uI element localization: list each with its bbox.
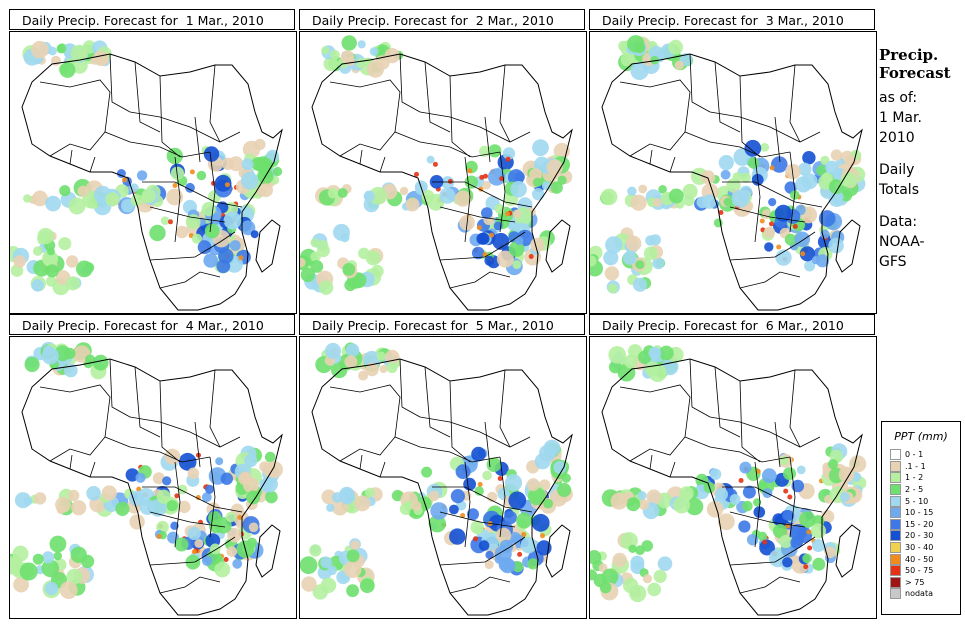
as-of-year: 2010 (879, 130, 915, 146)
precip-overlay (590, 35, 866, 294)
legend-label: 15 - 20 (905, 519, 934, 529)
legend-item: 50 - 75 (882, 565, 960, 577)
precip-map (299, 31, 587, 314)
panel-title: Daily Precip. Forecast for 2 Mar., 2010 (299, 9, 585, 30)
legend-item: 20 - 30 (882, 530, 960, 542)
precip-map (9, 31, 297, 314)
precip-map (589, 336, 877, 619)
forecast-panel-1: Daily Precip. Forecast for 1 Mar., 2010 (9, 9, 297, 314)
legend-label: nodata (905, 589, 933, 599)
legend-label: 5 - 10 (905, 496, 929, 506)
legend-swatch (890, 484, 901, 496)
legend-item: 0 - 1 (882, 449, 960, 461)
precip-legend: PPT (mm) 0 - 1 .1 - 1 1 - 2 2 - 5 5 - 10… (881, 421, 961, 615)
legend-swatch (890, 553, 901, 565)
heading-forecast: Forecast (879, 64, 951, 82)
data-label: Data: (879, 214, 918, 230)
precip-map (299, 336, 587, 619)
legend-label: 2 - 5 (905, 485, 924, 495)
forecast-info: Precip. Forecast as of: 1 Mar. 2010 Dail… (879, 46, 963, 272)
legend-item: nodata (882, 588, 960, 600)
legend-item: 30 - 40 (882, 542, 960, 554)
panel-title: Daily Precip. Forecast for 6 Mar., 2010 (589, 314, 875, 335)
legend-label: > 75 (905, 577, 925, 587)
precip-overlay (10, 341, 283, 599)
panel-title: Daily Precip. Forecast for 4 Mar., 2010 (9, 314, 295, 335)
data-source-1: NOAA- (879, 234, 925, 250)
legend-label: 10 - 15 (905, 508, 934, 518)
as-of-date: 1 Mar. (879, 110, 922, 126)
totals-label: Totals (879, 182, 919, 198)
legend-item: .1 - 1 (882, 460, 960, 473)
legend-item: 5 - 10 (882, 495, 960, 507)
legend-swatch (890, 530, 901, 542)
precip-map (9, 336, 297, 619)
legend-label: 20 - 30 (905, 531, 934, 541)
legend-label: 0 - 1 (905, 450, 924, 460)
legend-label: 50 - 75 (905, 566, 934, 576)
as-of-label: as of: (879, 90, 918, 106)
legend-item: 2 - 5 (882, 484, 960, 496)
legend-item: 40 - 50 (882, 553, 960, 565)
panel-title: Daily Precip. Forecast for 1 Mar., 2010 (9, 9, 295, 30)
precip-overlay (300, 342, 573, 600)
legend-swatch (890, 472, 901, 484)
heading-precip: Precip. (879, 46, 939, 64)
legend-item: 10 - 15 (882, 507, 960, 519)
precip-overlay (10, 40, 283, 296)
forecast-panel-6: Daily Precip. Forecast for 6 Mar., 2010 (589, 314, 877, 619)
legend-swatch (890, 495, 901, 507)
legend-swatch (890, 460, 901, 472)
forecast-panel-2: Daily Precip. Forecast for 2 Mar., 2010 (299, 9, 587, 314)
legend-label: 1 - 2 (905, 473, 924, 483)
forecast-panel-5: Daily Precip. Forecast for 5 Mar., 2010 (299, 314, 587, 619)
legend-item: 15 - 20 (882, 518, 960, 531)
legend-item: 1 - 2 (882, 472, 960, 484)
legend-item: > 75 (882, 576, 960, 589)
panel-title: Daily Precip. Forecast for 3 Mar., 2010 (589, 9, 875, 30)
legend-swatch (890, 449, 901, 461)
legend-title: PPT (mm) (894, 430, 948, 443)
forecast-panel-3: Daily Precip. Forecast for 3 Mar., 2010 (589, 9, 877, 314)
legend-swatch (890, 588, 901, 600)
legend-label: 40 - 50 (905, 554, 934, 564)
legend-swatch (890, 542, 901, 554)
legend-swatch (890, 518, 901, 530)
legend-swatch (890, 576, 901, 588)
legend-label: .1 - 1 (905, 461, 926, 471)
legend-swatch (890, 565, 901, 577)
precip-overlay (300, 35, 573, 295)
panel-title: Daily Precip. Forecast for 5 Mar., 2010 (299, 314, 585, 335)
legend-label: 30 - 40 (905, 543, 934, 553)
precip-overlay (590, 344, 867, 603)
daily-label: Daily (879, 162, 915, 178)
legend-swatch (890, 507, 901, 519)
precip-map (589, 31, 877, 314)
data-source-2: GFS (879, 254, 907, 270)
forecast-panel-4: Daily Precip. Forecast for 4 Mar., 2010 (9, 314, 297, 619)
